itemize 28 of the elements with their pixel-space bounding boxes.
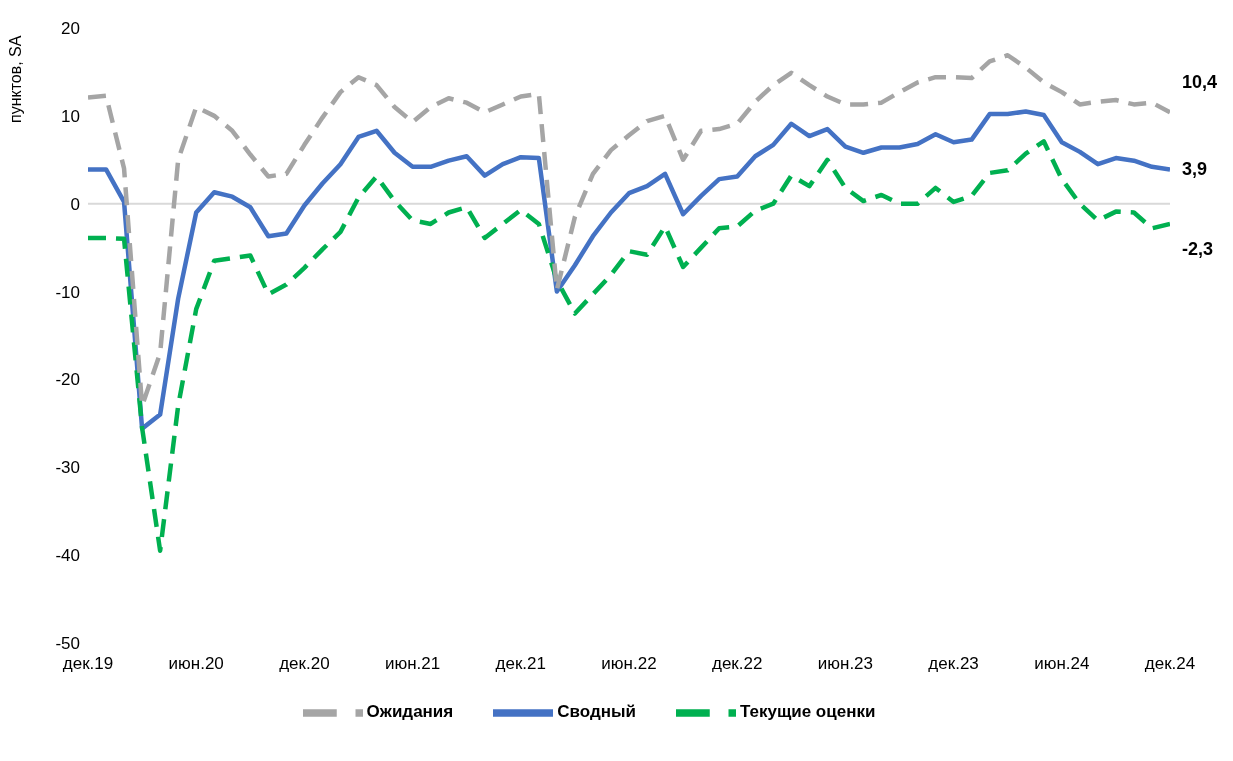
data-label: 10,4 bbox=[1182, 72, 1218, 93]
y-tick-label: 0 bbox=[70, 194, 80, 214]
y-tick-label: 10 bbox=[61, 106, 80, 126]
y-tick-label: 20 bbox=[61, 19, 80, 39]
x-tick-label: дек.23 bbox=[928, 654, 979, 674]
x-tick-label: дек.21 bbox=[495, 654, 547, 674]
y-axis-title: пунктов, SA bbox=[7, 35, 25, 123]
legend-label: Текущие оценки bbox=[739, 702, 876, 722]
x-tick-label: дек.20 bbox=[279, 654, 330, 674]
y-tick-label: -30 bbox=[55, 458, 80, 478]
y-tick-label: -40 bbox=[55, 546, 80, 566]
x-tick-label: дек.22 bbox=[711, 654, 763, 674]
y-tick-label: -50 bbox=[55, 634, 80, 654]
x-tick-label: июн.24 bbox=[1034, 654, 1090, 674]
x-tick-label: июн.21 bbox=[384, 654, 441, 674]
x-tick-label: июн.22 bbox=[601, 654, 657, 674]
x-tick-label: июн.23 bbox=[817, 654, 874, 674]
legend-label: Ожидания bbox=[366, 702, 454, 722]
data-label: -2,3 bbox=[1182, 238, 1214, 259]
x-tick-label: дек.24 bbox=[1144, 654, 1196, 674]
x-tick-label: дек.19 bbox=[62, 654, 114, 674]
data-label: 3,9 bbox=[1182, 159, 1208, 180]
line-series bbox=[88, 139, 1170, 553]
y-tick-label: -10 bbox=[55, 282, 80, 302]
y-tick-label: -20 bbox=[55, 370, 80, 390]
line-series bbox=[88, 109, 1170, 431]
x-tick-label: июн.20 bbox=[168, 654, 224, 674]
legend-label: Сводный bbox=[557, 702, 636, 722]
